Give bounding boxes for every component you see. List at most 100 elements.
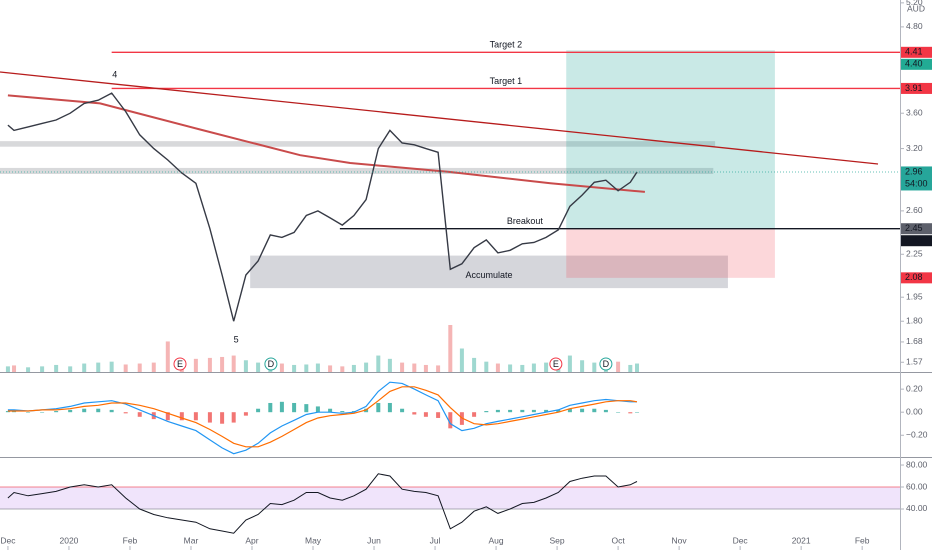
x-tick-label: Dec	[0, 535, 16, 545]
volume-bar	[459, 348, 464, 372]
rsi-band	[0, 487, 900, 509]
volume-bar	[520, 364, 525, 372]
price-tag	[901, 166, 932, 191]
macd-histogram-bar	[616, 412, 621, 413]
event-label: E	[177, 359, 183, 369]
volume-bar	[137, 363, 142, 372]
y-tick-label: 1.95	[906, 291, 923, 301]
macd-histogram-bar	[508, 409, 513, 413]
x-tick-label: Nov	[672, 535, 688, 545]
volume-bar	[165, 341, 170, 372]
macd-histogram-bar	[556, 409, 561, 413]
x-tick-label: Feb	[855, 535, 870, 545]
volume-bar	[5, 366, 10, 372]
volume-bar	[508, 364, 513, 372]
macd-histogram-bar	[220, 412, 225, 424]
volume-bar	[412, 363, 417, 372]
x-tick-label: Sep	[550, 535, 565, 545]
volume-bar	[40, 366, 45, 372]
volume-bar	[351, 364, 356, 372]
volume-bar	[231, 355, 236, 372]
macd-histogram-bar	[179, 412, 184, 421]
x-tick-label: 2020	[59, 535, 78, 545]
macd-tick-label: 0.20	[906, 383, 923, 393]
price-tag-label: 4.40	[905, 59, 923, 69]
volume-bar	[109, 361, 114, 372]
volume-bar	[448, 325, 453, 372]
annotation: 4	[112, 69, 117, 79]
macd-histogram-bar	[412, 412, 417, 415]
macd-histogram-bar	[256, 408, 261, 413]
event-marker	[549, 357, 563, 371]
volume-bar	[635, 363, 640, 372]
x-tick-label: Oct	[611, 535, 625, 545]
zone-label: Accumulate	[466, 270, 513, 280]
event-marker	[173, 357, 187, 371]
event-label: D	[603, 359, 610, 369]
level-label: Breakout	[507, 216, 544, 226]
x-tick-label: Feb	[123, 535, 138, 545]
macd-histogram-bar	[387, 402, 392, 413]
y-tick-label: 2.25	[906, 249, 923, 259]
volume-bar	[243, 360, 248, 372]
macd-histogram-bar	[109, 409, 114, 413]
y-tick-label: 3.20	[906, 143, 923, 153]
x-tick-label: Jul	[430, 535, 441, 545]
macd-histogram-bar	[243, 412, 248, 416]
macd-histogram-bar	[603, 409, 608, 413]
macd-histogram-bar	[5, 411, 10, 413]
macd-histogram-bar	[82, 408, 87, 413]
volume-bar	[54, 364, 59, 372]
volume-bar	[279, 363, 284, 372]
event-marker	[599, 357, 613, 371]
currency: AUD	[907, 3, 925, 13]
macd-histogram-bar	[40, 412, 45, 413]
macd-histogram-bar	[54, 411, 59, 413]
macd-histogram-bar	[472, 412, 477, 417]
volume-bar	[364, 362, 369, 372]
x-tick-label: 2021	[792, 535, 811, 545]
volume-bar	[495, 363, 500, 372]
volume-bar	[423, 364, 428, 372]
zone	[250, 255, 728, 289]
price-line	[7, 92, 638, 322]
price-tag	[901, 46, 932, 58]
macd-histogram-bar	[279, 401, 284, 413]
volume-bar	[304, 364, 309, 372]
volume-bar	[12, 365, 17, 372]
macd-histogram-bar	[207, 412, 212, 423]
macd-histogram-bar	[520, 409, 525, 413]
price-tag	[901, 223, 932, 235]
macd-histogram-bar	[68, 409, 73, 413]
volume-bar	[387, 358, 392, 372]
volume-bar	[123, 364, 128, 372]
volume-bar	[580, 360, 585, 372]
macd-histogram-bar	[628, 412, 633, 414]
volume-bar	[592, 362, 597, 372]
volume-bar	[567, 355, 572, 372]
event-label: D	[268, 359, 275, 369]
macd-histogram-bar	[531, 409, 536, 413]
volume-bar	[340, 366, 345, 372]
price-tag	[901, 82, 932, 94]
x-tick-label: May	[305, 535, 322, 545]
volume-bar	[472, 357, 477, 372]
macd-histogram-bar	[400, 408, 405, 413]
macd-histogram-bar	[96, 408, 101, 413]
macd-tick-label: −0.20	[906, 430, 928, 440]
macd-tick-label: 0.00	[906, 406, 923, 416]
price-tag-label: 2.43	[905, 235, 923, 245]
rsi-tick-label: 60.00	[906, 481, 928, 491]
macd-histogram-bar	[328, 408, 333, 413]
macd-histogram-bar	[268, 402, 273, 413]
rsi-tick-label: 40.00	[906, 503, 928, 513]
trendline	[0, 71, 879, 165]
price-tag-label: 2.96	[905, 166, 923, 176]
volume-bar	[328, 365, 333, 372]
x-tick-label: Aug	[489, 535, 504, 545]
zone	[0, 167, 714, 174]
macd-histogram-bar	[292, 402, 297, 413]
macd-histogram-bar	[567, 408, 572, 413]
macd-histogram-bar	[580, 408, 585, 413]
